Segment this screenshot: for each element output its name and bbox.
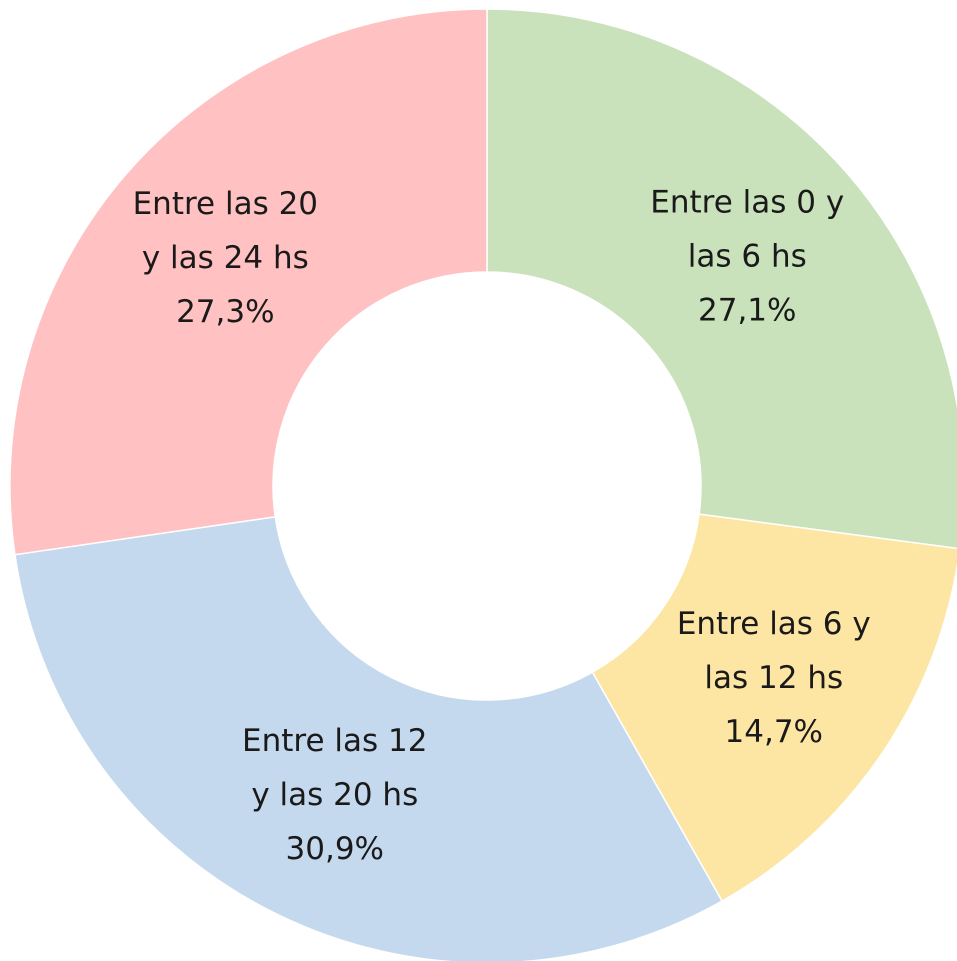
donut-slice [591,513,957,903]
donut-slice [9,8,488,556]
slice-label: Entre las 12 [242,723,427,759]
value-label: 27,3% [176,294,274,330]
slice-label: Entre las 20 [133,186,318,222]
donut-slice [486,8,957,550]
value-label: 30,9% [286,831,384,867]
value-label: 14,7% [725,714,823,750]
value-label: 27,1% [698,293,796,329]
slice-label: Entre las 6 y [677,606,871,642]
slice-label: y las 24 hs [142,240,309,276]
slice-label: y las 20 hs [251,777,418,813]
slice-label: las 6 hs [688,239,807,275]
slice-label: Entre las 0 y [650,185,844,221]
donut-slice [14,515,724,961]
slice-label: las 12 hs [704,660,843,696]
